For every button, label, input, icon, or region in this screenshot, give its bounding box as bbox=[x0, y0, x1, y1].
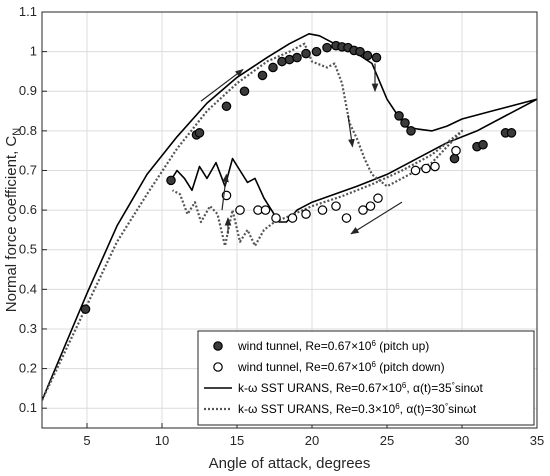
pitch-down-point bbox=[358, 205, 368, 215]
pitch-down-point bbox=[451, 145, 461, 156]
pitch-down-point bbox=[331, 201, 341, 211]
legend-text-tail: sinωt bbox=[448, 402, 477, 416]
legend-entry-label: wind tunnel, Re=0.67×106 (pitch up) bbox=[237, 339, 429, 354]
pitch-down-point bbox=[260, 205, 271, 215]
pitch-up-point bbox=[239, 86, 250, 97]
pitch-up-point bbox=[362, 50, 373, 61]
y-axis-label-main: Normal force coefficient, C bbox=[3, 136, 20, 313]
x-tick-label: 10 bbox=[155, 433, 169, 448]
pitch-up-point bbox=[394, 111, 404, 121]
y-tick-label: 0.3 bbox=[19, 321, 37, 336]
pitch-down-point bbox=[373, 193, 383, 204]
series-urans-re067 bbox=[42, 32, 537, 401]
y-tick-label: 0.9 bbox=[19, 83, 37, 98]
direction-arrow bbox=[350, 201, 403, 235]
pitch-down-point bbox=[271, 213, 281, 223]
series-urans-re03 bbox=[42, 42, 464, 401]
pitch-down-point bbox=[287, 213, 298, 223]
pitch-up-point bbox=[322, 42, 332, 53]
x-tick-label: 20 bbox=[305, 433, 319, 448]
pitch-down-point bbox=[421, 163, 431, 174]
legend-text-main: k-ω SST URANS, Re=0.67×10 bbox=[238, 381, 402, 395]
legend-entry-label: k-ω SST URANS, Re=0.3×106, α(t)=30°sinωt bbox=[238, 402, 477, 417]
plot-content bbox=[42, 32, 537, 401]
y-axis-label-subscript: N bbox=[11, 128, 23, 136]
direction-arrow bbox=[200, 68, 244, 102]
x-axis-label: Angle of attack, degrees bbox=[209, 455, 371, 472]
pitch-up-point bbox=[371, 52, 382, 63]
pitch-up-point bbox=[355, 46, 365, 57]
pitch-down-point bbox=[301, 209, 311, 219]
x-tick-label: 25 bbox=[380, 433, 394, 448]
y-tick-label: 0.8 bbox=[19, 123, 37, 138]
legend-entry-label: wind tunnel, Re=0.67×106 (pitch down) bbox=[237, 360, 445, 375]
pitch-up-point bbox=[257, 70, 268, 81]
direction-arrow bbox=[347, 114, 355, 148]
legend-marker-pitch-up bbox=[213, 341, 223, 351]
pitch-down-point bbox=[410, 165, 421, 176]
pitch-up-point bbox=[194, 128, 205, 138]
pitch-up-point bbox=[292, 52, 302, 63]
legend-text-main: k-ω SST URANS, Re=0.3×10 bbox=[238, 402, 396, 416]
x-tick-label: 15 bbox=[230, 433, 244, 448]
direction-arrow bbox=[221, 173, 229, 211]
legend-text-main: wind tunnel, Re=0.67×10 bbox=[237, 339, 372, 353]
legend-text-main: wind tunnel, Re=0.67×10 bbox=[237, 360, 372, 374]
legend-marker-pitch-down bbox=[213, 362, 223, 372]
legend-text-suffix: , α(t)=30 bbox=[400, 402, 446, 416]
legend-text-degree: ° bbox=[445, 402, 448, 411]
y-axis-label: Normal force coefficient, CN bbox=[3, 128, 23, 312]
legend-box bbox=[197, 330, 535, 426]
pitch-up-point bbox=[80, 304, 91, 314]
pitch-up-point bbox=[406, 126, 416, 136]
pitch-down-point bbox=[317, 205, 328, 215]
y-tick-label: 1.1 bbox=[19, 4, 37, 19]
pitch-up-point bbox=[221, 101, 232, 112]
y-tick-label: 0.4 bbox=[19, 281, 37, 296]
legend-text-suffix: , α(t)=35 bbox=[406, 381, 452, 395]
legend-entry-label: k-ω SST URANS, Re=0.67×106, α(t)=35°sinω… bbox=[238, 381, 484, 396]
pitch-down-point bbox=[235, 205, 245, 215]
y-tick-label: 0.1 bbox=[19, 400, 37, 415]
legend: wind tunnel, Re=0.67×106 (pitch up)wind … bbox=[197, 330, 535, 426]
x-tick-label: 35 bbox=[530, 433, 544, 448]
x-tick-label: 30 bbox=[455, 433, 469, 448]
pitch-up-point bbox=[268, 62, 278, 73]
pitch-up-point bbox=[166, 175, 176, 186]
pitch-up-point bbox=[311, 46, 322, 57]
legend-text-suffix: (pitch up) bbox=[376, 339, 429, 353]
pitch-down-point bbox=[365, 201, 376, 211]
pitch-up-point bbox=[400, 118, 410, 128]
y-tick-label: 1 bbox=[30, 44, 37, 59]
x-tick-label: 5 bbox=[83, 433, 90, 448]
legend-text-suffix: (pitch down) bbox=[376, 360, 445, 374]
grid bbox=[42, 11, 538, 428]
pitch-up-point bbox=[506, 128, 517, 138]
pitch-up-point bbox=[449, 153, 460, 164]
pitch-up-point bbox=[478, 139, 488, 150]
legend-text-tail: sinωt bbox=[455, 381, 484, 395]
legend-text-exponent: 6 bbox=[371, 360, 376, 369]
y-tick-label: 0.2 bbox=[19, 361, 37, 376]
legend-text-degree: ° bbox=[452, 381, 455, 390]
legend-text-exponent: 6 bbox=[395, 402, 400, 411]
pitch-up-point bbox=[301, 48, 311, 59]
pitch-down-point bbox=[430, 161, 440, 172]
legend-text-exponent: 6 bbox=[371, 339, 376, 348]
y-tick-label: 0.6 bbox=[19, 202, 37, 217]
legend-text-exponent: 6 bbox=[402, 381, 407, 390]
plot-border bbox=[41, 11, 538, 429]
pitch-down-point bbox=[341, 213, 352, 223]
y-tick-label: 0.5 bbox=[19, 242, 37, 257]
y-tick-label: 0.7 bbox=[19, 162, 37, 177]
